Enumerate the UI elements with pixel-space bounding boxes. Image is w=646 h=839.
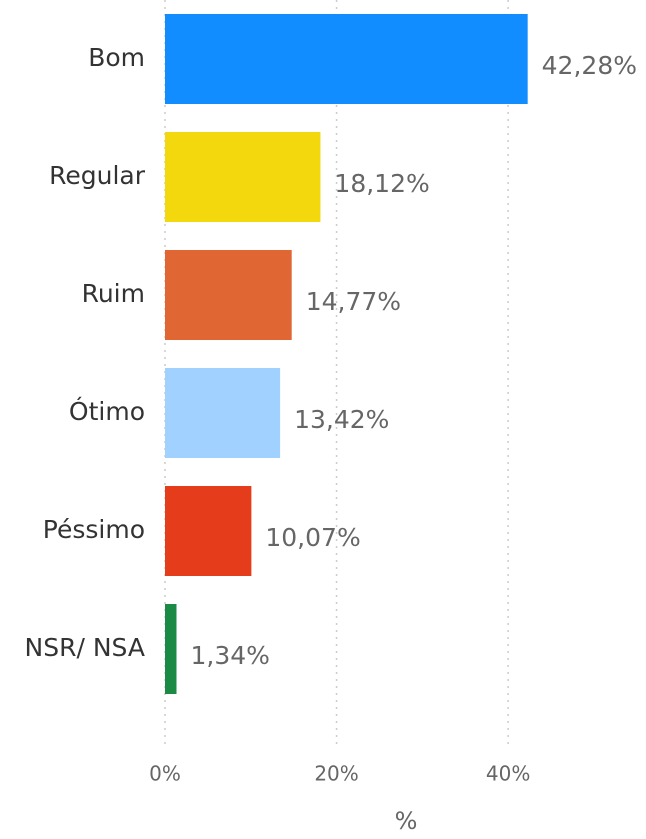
y-tick-label: Ótimo [69, 396, 145, 426]
y-tick-label: Ruim [82, 279, 145, 308]
data-label: 1,34% [190, 641, 269, 670]
bar [165, 368, 281, 458]
data-label: 14,77% [306, 287, 401, 316]
x-tick-label: 40% [486, 762, 530, 786]
bar [165, 486, 252, 576]
data-label: 18,12% [334, 169, 429, 198]
y-tick-label: NSR/ NSA [25, 633, 145, 662]
data-label: 13,42% [294, 405, 389, 434]
bar [165, 14, 528, 104]
bar [165, 132, 321, 222]
x-tick-label: 20% [314, 762, 358, 786]
x-axis-title: % [395, 807, 418, 835]
y-tick-label: Regular [49, 161, 146, 190]
x-tick-label: 0% [149, 762, 181, 786]
data-label: 10,07% [265, 523, 360, 552]
bar [165, 604, 177, 694]
bar [165, 250, 292, 340]
y-tick-label: Péssimo [43, 515, 145, 544]
y-tick-label: Bom [88, 43, 145, 72]
data-label: 42,28% [542, 51, 637, 80]
